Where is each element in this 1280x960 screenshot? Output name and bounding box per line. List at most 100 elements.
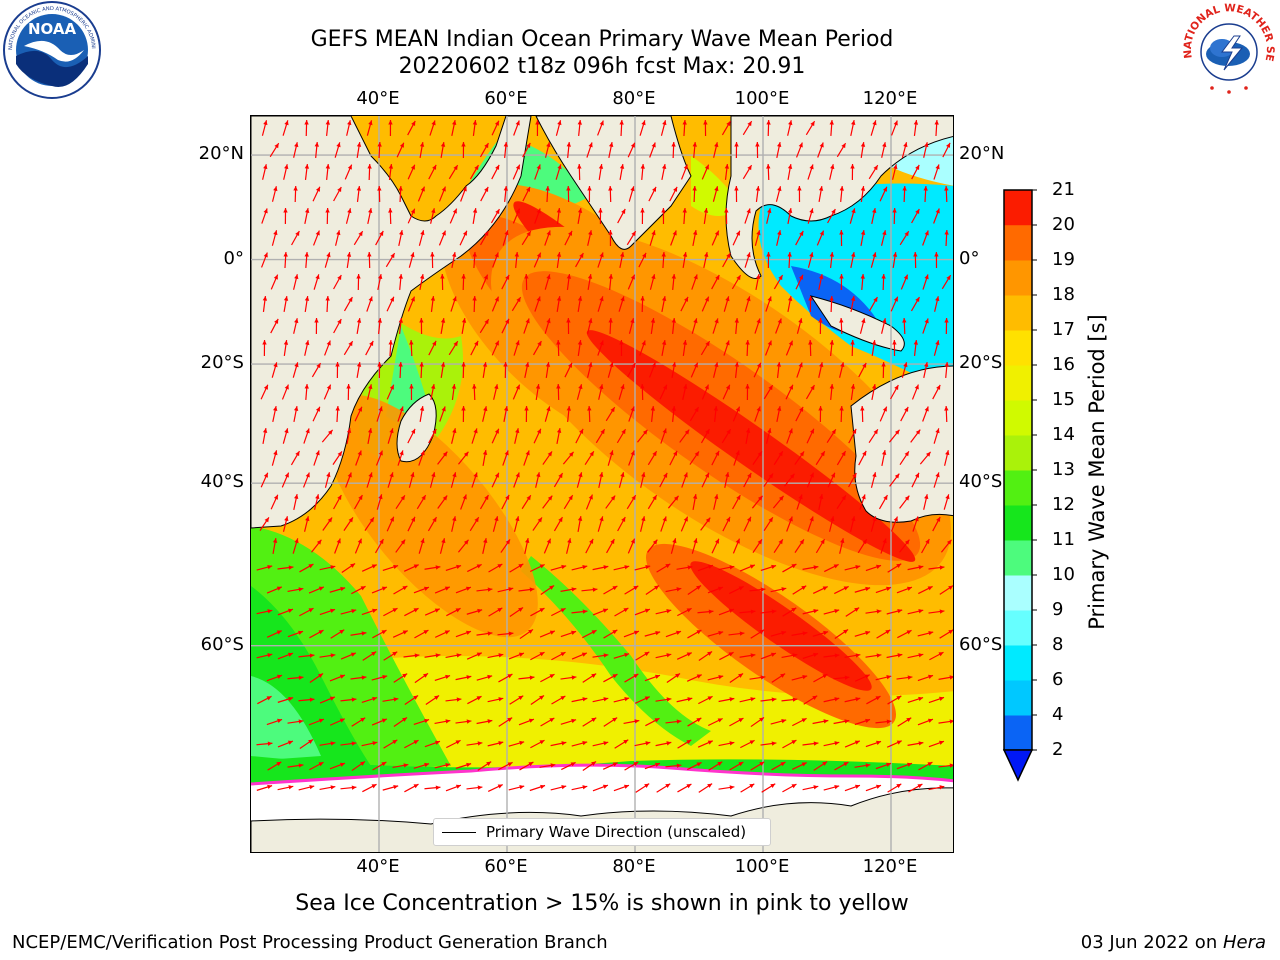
wave-arrow-head	[822, 674, 828, 679]
wave-arrow-head	[841, 451, 846, 457]
wave-arrow-head	[746, 252, 751, 258]
wave-arrow-head	[494, 516, 499, 522]
wave-arrow-head	[729, 565, 735, 570]
period-channel-12	[521, 556, 711, 746]
wave-arrow-head	[686, 652, 692, 657]
wave-arrow-head	[876, 564, 882, 569]
wave-arrow-head	[327, 517, 333, 523]
wave-arrow-head	[571, 675, 577, 680]
wave-arrow-head	[413, 608, 419, 613]
wave-arrow-head	[526, 142, 531, 148]
wave-arrow-head	[494, 472, 499, 478]
wave-arrow-head	[411, 516, 415, 522]
wave-arrow-head	[662, 428, 667, 434]
wave-arrow-head	[609, 450, 614, 456]
wave-arrow-head	[766, 120, 771, 125]
wave-arrow-head	[515, 340, 520, 346]
wave-arrow-head	[939, 696, 945, 701]
wave-arrow-head	[558, 517, 563, 523]
wave-arrow-head	[494, 120, 499, 126]
wave-arrow-head	[855, 697, 861, 702]
wave-arrow-head	[350, 563, 356, 568]
wave-arrow-head	[497, 563, 503, 569]
wave-arrow-head	[293, 186, 298, 191]
wave-arrow-head	[788, 340, 793, 346]
wave-arrow-head	[939, 785, 945, 790]
wave-arrow-head	[262, 340, 267, 345]
wave-arrow-head	[536, 208, 541, 214]
wave-arrow-head	[549, 717, 555, 723]
wave-arrow-head	[624, 784, 629, 789]
wave-arrow-head	[948, 629, 953, 635]
wave-arrow-head	[603, 565, 609, 570]
wave-arrow-head	[872, 252, 877, 258]
wave-arrow-head	[346, 252, 352, 257]
wave-arrow-head	[913, 120, 919, 125]
wave-arrow-head	[661, 340, 667, 345]
wave-arrow-head	[897, 653, 903, 658]
wave-arrow-head	[556, 296, 562, 301]
wave-arrow-head	[683, 472, 688, 478]
wave-arrow-head	[830, 164, 835, 170]
wave-arrow-head	[735, 450, 740, 456]
core-18-d	[324, 394, 538, 638]
wave-arrow-head	[655, 674, 660, 679]
wave-arrow-head	[264, 517, 269, 523]
wave-arrow-head	[726, 252, 731, 258]
wave-arrow-head	[771, 564, 777, 570]
wave-arrow-head	[529, 587, 535, 592]
wave-arrow-head	[486, 761, 492, 766]
wave-arrow-head	[314, 318, 319, 323]
wave-arrow-head	[818, 406, 823, 411]
wave-arrow-head	[337, 275, 342, 281]
footer-date-text: 03 Jun 2022 on	[1080, 932, 1223, 953]
wave-arrow-head	[473, 428, 478, 434]
wave-arrow-head	[581, 652, 587, 657]
wave-arrow-head	[431, 472, 436, 478]
wave-arrow-head	[893, 164, 898, 170]
wave-arrow-head	[813, 785, 819, 790]
wave-arrow-head	[641, 472, 646, 478]
wave-arrow-head	[369, 340, 374, 346]
wave-arrow-head	[582, 740, 588, 746]
wave-arrow-head	[789, 473, 795, 479]
wave-arrow-head	[577, 208, 583, 213]
wave-arrow-head	[316, 363, 321, 369]
wave-arrow-head	[655, 762, 661, 767]
wave-arrow-head	[767, 208, 772, 214]
wave-arrow-head	[316, 539, 322, 545]
wave-arrow-head	[924, 274, 929, 280]
wave-arrow-head	[788, 516, 793, 522]
wave-arrow-head	[791, 564, 797, 569]
colorbar-tick-label: 11	[1052, 529, 1075, 550]
wave-arrow-head	[747, 121, 752, 127]
wave-arrow-head	[420, 230, 425, 236]
wave-arrow-head	[873, 429, 878, 435]
wave-arrow-head	[918, 741, 924, 746]
wave-arrow-head	[833, 564, 839, 569]
wave-arrow-head	[372, 696, 378, 702]
colorbar-tick-label: 18	[1052, 284, 1075, 305]
wave-arrow-head	[620, 472, 625, 478]
wave-arrow-head	[487, 587, 493, 592]
wave-arrow-head	[371, 651, 377, 656]
wave-arrow-head	[591, 630, 597, 635]
wave-arrow-head	[791, 784, 797, 789]
wave-arrow-head	[356, 274, 361, 279]
wave-arrow-head	[755, 186, 761, 191]
wave-arrow-head	[308, 564, 314, 569]
wave-arrow-head	[619, 340, 624, 345]
wave-arrow-head	[402, 586, 408, 591]
wave-arrow-head	[423, 630, 429, 635]
wave-arrow-head	[440, 318, 446, 323]
wave-arrow-head	[892, 208, 897, 213]
wave-arrow-head	[515, 120, 520, 126]
wave-arrow-head	[273, 230, 278, 236]
wave-arrow-head	[358, 495, 363, 501]
wave-arrow-head	[393, 564, 399, 570]
wave-arrow-head	[519, 785, 525, 790]
wave-arrow-head	[262, 428, 268, 433]
wave-arrow-head	[696, 717, 702, 723]
map-legend: Primary Wave Direction (unscaled)	[433, 818, 771, 846]
wave-arrow-head	[263, 252, 268, 258]
